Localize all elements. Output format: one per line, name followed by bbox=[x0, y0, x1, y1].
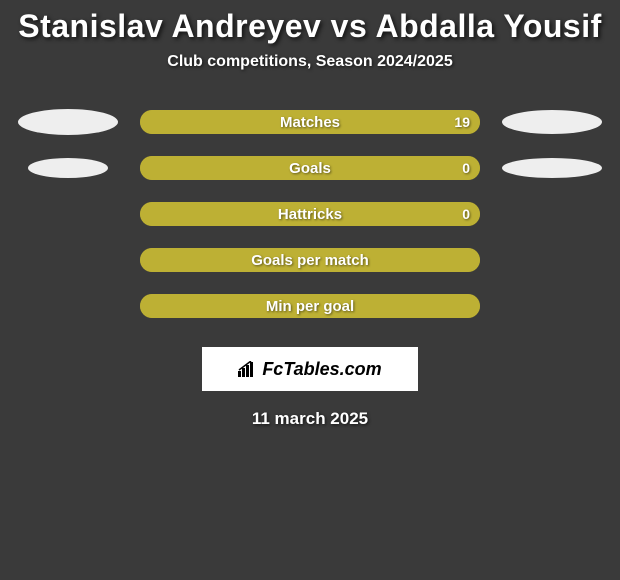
stat-bar: Min per goal bbox=[140, 294, 480, 318]
bar-label: Goals per match bbox=[251, 252, 369, 269]
bar-label: Hattricks bbox=[278, 206, 342, 223]
stat-bar: Goals 0 bbox=[140, 156, 480, 180]
left-ellipse-col bbox=[8, 158, 128, 178]
right-ellipse-col bbox=[492, 158, 612, 178]
bar-value: 0 bbox=[462, 206, 470, 222]
stat-row: Goals 0 bbox=[0, 145, 620, 191]
comparison-card: Stanislav Andreyev vs Abdalla Yousif Clu… bbox=[0, 0, 620, 429]
logo-box: FcTables.com bbox=[202, 347, 418, 391]
stat-bar: Matches 19 bbox=[140, 110, 480, 134]
right-ellipse bbox=[502, 158, 602, 178]
left-ellipse-col bbox=[8, 109, 128, 135]
left-ellipse bbox=[18, 109, 118, 135]
left-ellipse bbox=[28, 158, 108, 178]
stat-row: Hattricks 0 bbox=[0, 191, 620, 237]
chart-icon bbox=[238, 361, 258, 377]
stat-row: Matches 19 bbox=[0, 99, 620, 145]
stat-bar: Goals per match bbox=[140, 248, 480, 272]
bar-label: Goals bbox=[289, 160, 331, 177]
stats-chart: Matches 19 Goals 0 Hattricks 0 Goals per match… bbox=[0, 99, 620, 329]
bar-label: Matches bbox=[280, 114, 340, 131]
stat-bar: Hattricks 0 bbox=[140, 202, 480, 226]
right-ellipse bbox=[502, 110, 602, 134]
page-title: Stanislav Andreyev vs Abdalla Yousif bbox=[0, 8, 620, 45]
subtitle: Club competitions, Season 2024/2025 bbox=[0, 53, 620, 71]
bar-value: 19 bbox=[454, 114, 470, 130]
logo-text: FcTables.com bbox=[262, 359, 381, 380]
bar-label: Min per goal bbox=[266, 298, 354, 315]
stat-row: Min per goal bbox=[0, 283, 620, 329]
bar-value: 0 bbox=[462, 160, 470, 176]
stat-row: Goals per match bbox=[0, 237, 620, 283]
right-ellipse-col bbox=[492, 110, 612, 134]
date-label: 11 march 2025 bbox=[0, 409, 620, 429]
